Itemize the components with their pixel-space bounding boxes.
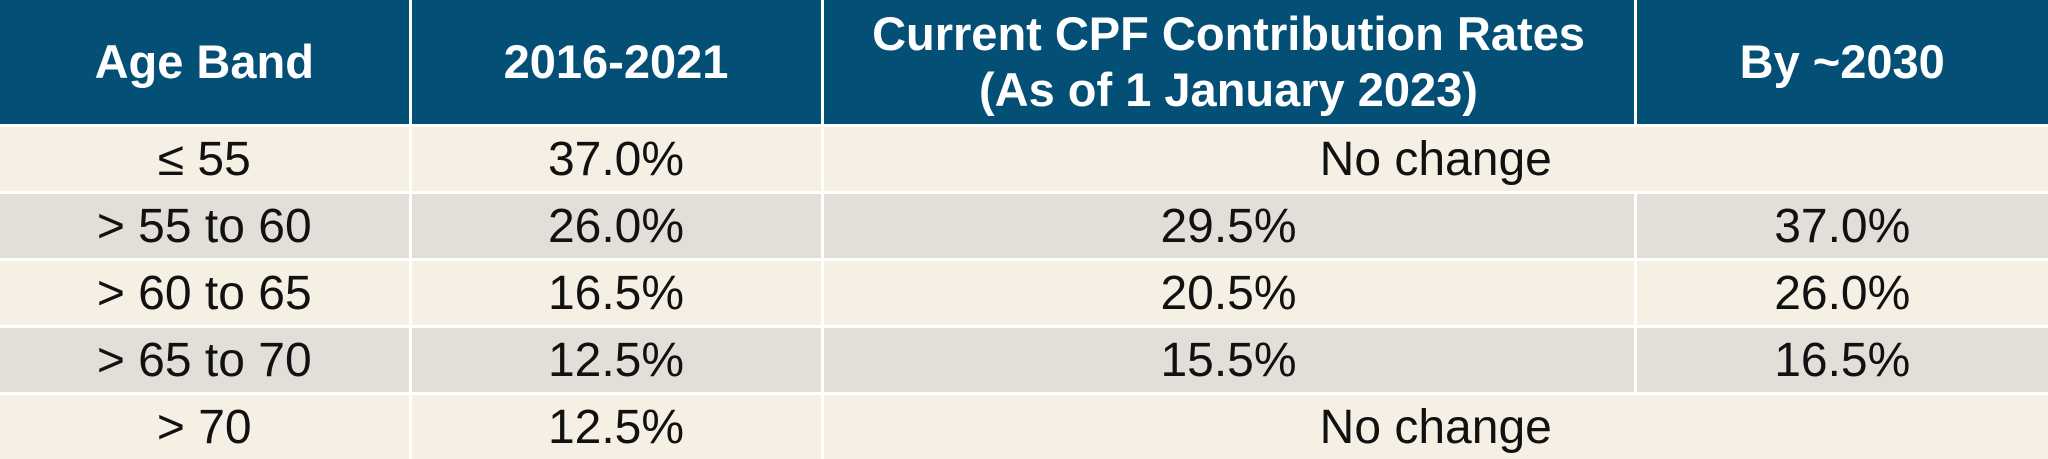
current-rate-cell: 15.5% xyxy=(822,327,1635,394)
rate-2016-2021-cell: 12.5% xyxy=(410,394,822,459)
rate-2016-2021-cell: 16.5% xyxy=(410,260,822,327)
age-band-cell: ≤ 55 xyxy=(0,126,410,193)
rate-2030-cell: 16.5% xyxy=(1635,327,2048,394)
header-current-rates-line2: (As of 1 January 2023) xyxy=(824,62,1634,118)
no-change-cell: No change xyxy=(822,126,2048,193)
age-band-cell: > 60 to 65 xyxy=(0,260,410,327)
header-current-rates-line1: Current CPF Contribution Rates xyxy=(824,6,1634,62)
no-change-cell: No change xyxy=(822,394,2048,459)
current-rate-cell: 20.5% xyxy=(822,260,1635,327)
age-band-cell: > 70 xyxy=(0,394,410,459)
header-by-2030: By ~2030 xyxy=(1635,0,2048,126)
rate-2030-cell: 37.0% xyxy=(1635,193,2048,260)
header-current-rates: Current CPF Contribution Rates (As of 1 … xyxy=(822,0,1635,126)
header-age-band: Age Band xyxy=(0,0,410,126)
table-row: ≤ 55 37.0% No change xyxy=(0,126,2048,193)
age-band-cell: > 65 to 70 xyxy=(0,327,410,394)
current-rate-cell: 29.5% xyxy=(822,193,1635,260)
rate-2016-2021-cell: 12.5% xyxy=(410,327,822,394)
age-band-cell: > 55 to 60 xyxy=(0,193,410,260)
header-row: Age Band 2016-2021 Current CPF Contribut… xyxy=(0,0,2048,126)
header-2016-2021: 2016-2021 xyxy=(410,0,822,126)
rate-2016-2021-cell: 26.0% xyxy=(410,193,822,260)
table-row: > 55 to 60 26.0% 29.5% 37.0% xyxy=(0,193,2048,260)
table-row: > 70 12.5% No change xyxy=(0,394,2048,459)
rate-2030-cell: 26.0% xyxy=(1635,260,2048,327)
rate-2016-2021-cell: 37.0% xyxy=(410,126,822,193)
table-row: > 60 to 65 16.5% 20.5% 26.0% xyxy=(0,260,2048,327)
table-row: > 65 to 70 12.5% 15.5% 16.5% xyxy=(0,327,2048,394)
